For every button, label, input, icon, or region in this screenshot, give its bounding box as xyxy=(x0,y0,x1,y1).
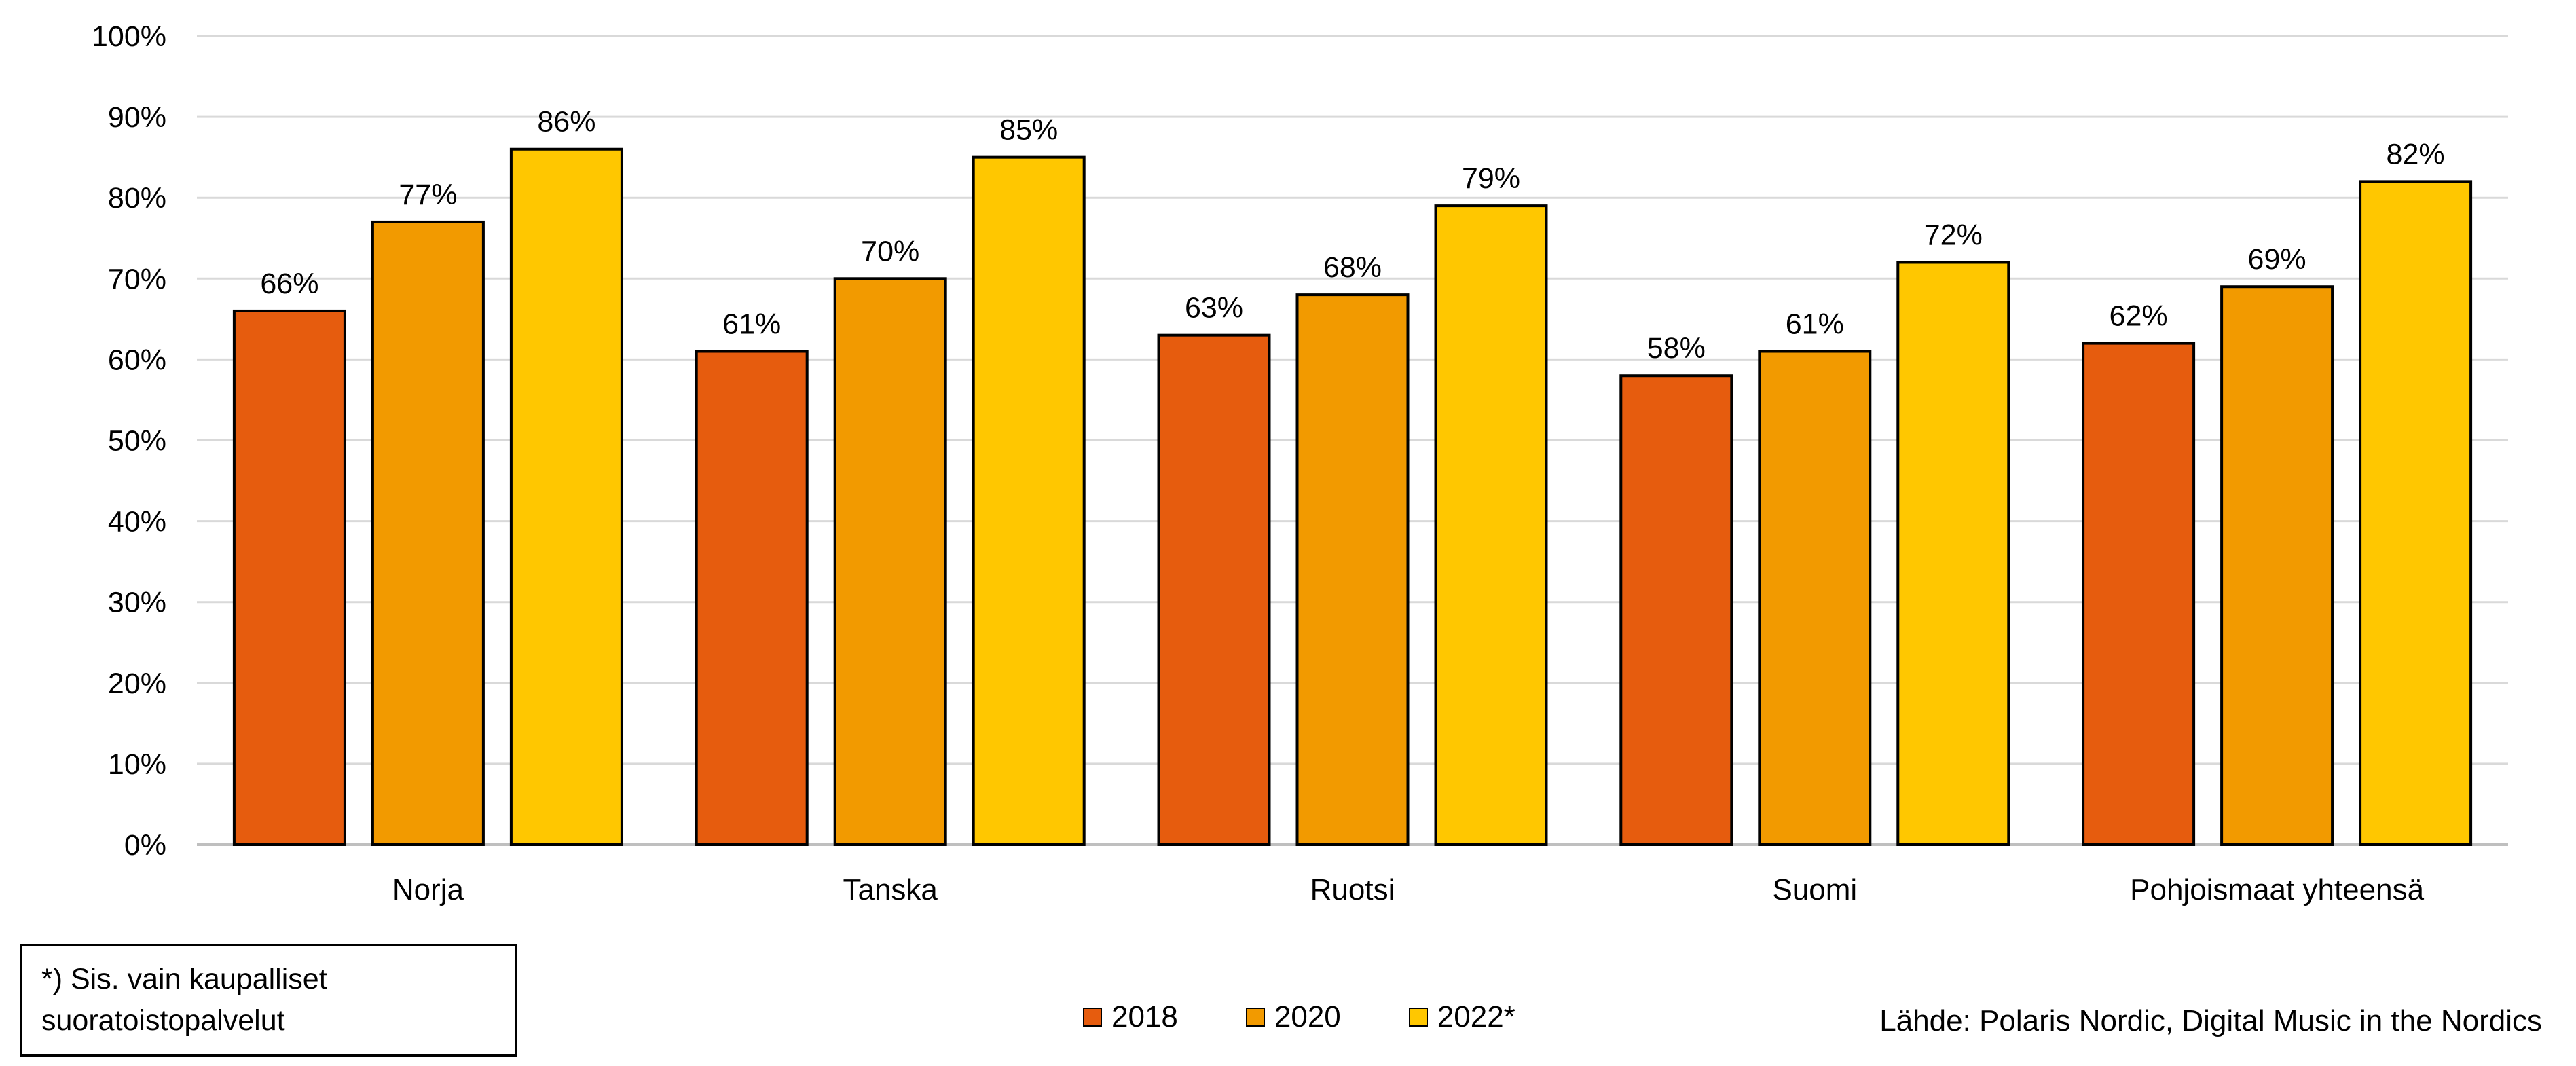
legend-swatch-2018 xyxy=(1083,1008,1102,1027)
bar xyxy=(833,277,947,846)
source-text: Lähde: Polaris Nordic, Digital Music in … xyxy=(1879,1004,2542,1037)
y-tick-label: 20% xyxy=(108,667,166,700)
data-label: 68% xyxy=(1323,251,1382,284)
data-label: 70% xyxy=(861,235,919,268)
legend-label-2020: 2020 xyxy=(1274,1000,1341,1033)
footnote-box: *) Sis. vain kaupalliset suoratoistopalv… xyxy=(20,944,517,1057)
bar xyxy=(2359,180,2473,846)
data-label: 79% xyxy=(1462,162,1520,195)
y-tick-label: 40% xyxy=(108,506,166,538)
bar xyxy=(1758,350,1872,846)
bar xyxy=(232,309,346,846)
y-tick-label: 70% xyxy=(108,263,166,295)
legend-swatch-2020 xyxy=(1245,1008,1265,1027)
data-label: 66% xyxy=(260,268,318,300)
data-label: 61% xyxy=(722,308,781,340)
bar xyxy=(1434,204,1548,846)
data-label: 69% xyxy=(2248,243,2306,276)
legend-item-2018: 2018 xyxy=(1083,1000,1178,1034)
data-label: 77% xyxy=(399,179,457,211)
bar xyxy=(695,350,809,846)
y-tick-label: 30% xyxy=(108,587,166,619)
bar xyxy=(371,220,485,846)
data-label: 85% xyxy=(999,114,1058,147)
data-label: 62% xyxy=(2110,300,2168,333)
bar xyxy=(509,147,623,847)
y-tick-label: 10% xyxy=(108,748,166,781)
y-tick-label: 0% xyxy=(124,829,166,862)
data-label: 86% xyxy=(537,106,595,139)
footnote-line-1: *) Sis. vain kaupalliset xyxy=(41,963,327,995)
y-tick-label: 60% xyxy=(108,344,166,376)
bar xyxy=(972,155,1086,846)
y-tick-label: 80% xyxy=(108,182,166,215)
bar xyxy=(1619,374,1733,846)
legend-label-2018: 2018 xyxy=(1111,1000,1178,1033)
data-label: 61% xyxy=(1786,308,1844,340)
bar xyxy=(2082,342,2196,846)
legend: 2018 2020 2022* xyxy=(1083,993,1515,1041)
legend-item-2022: 2022* xyxy=(1408,1000,1515,1034)
x-tick-label: Suomi xyxy=(1772,873,1857,906)
bar xyxy=(1896,261,2010,847)
y-tick-label: 50% xyxy=(108,425,166,458)
data-label: 72% xyxy=(1924,219,1983,251)
legend-swatch-2022 xyxy=(1408,1008,1428,1027)
x-tick-label: Ruotsi xyxy=(1310,873,1395,906)
footnote-line-2: suoratoistopalvelut xyxy=(41,1004,285,1037)
data-label: 82% xyxy=(2387,138,2445,170)
data-label: 63% xyxy=(1185,292,1243,325)
legend-item-2020: 2020 xyxy=(1245,1000,1341,1034)
bar xyxy=(2220,285,2334,846)
x-tick-label: Tanska xyxy=(843,873,938,906)
legend-label-2022: 2022* xyxy=(1437,1000,1515,1033)
data-label: 58% xyxy=(1647,332,1706,365)
bar xyxy=(1157,333,1271,847)
x-tick-label: Norja xyxy=(392,873,464,906)
y-tick-label: 90% xyxy=(108,101,166,134)
bar xyxy=(1295,293,1410,846)
y-tick-label: 100% xyxy=(92,20,166,53)
x-tick-label: Pohjoismaat yhteensä xyxy=(2130,873,2424,906)
